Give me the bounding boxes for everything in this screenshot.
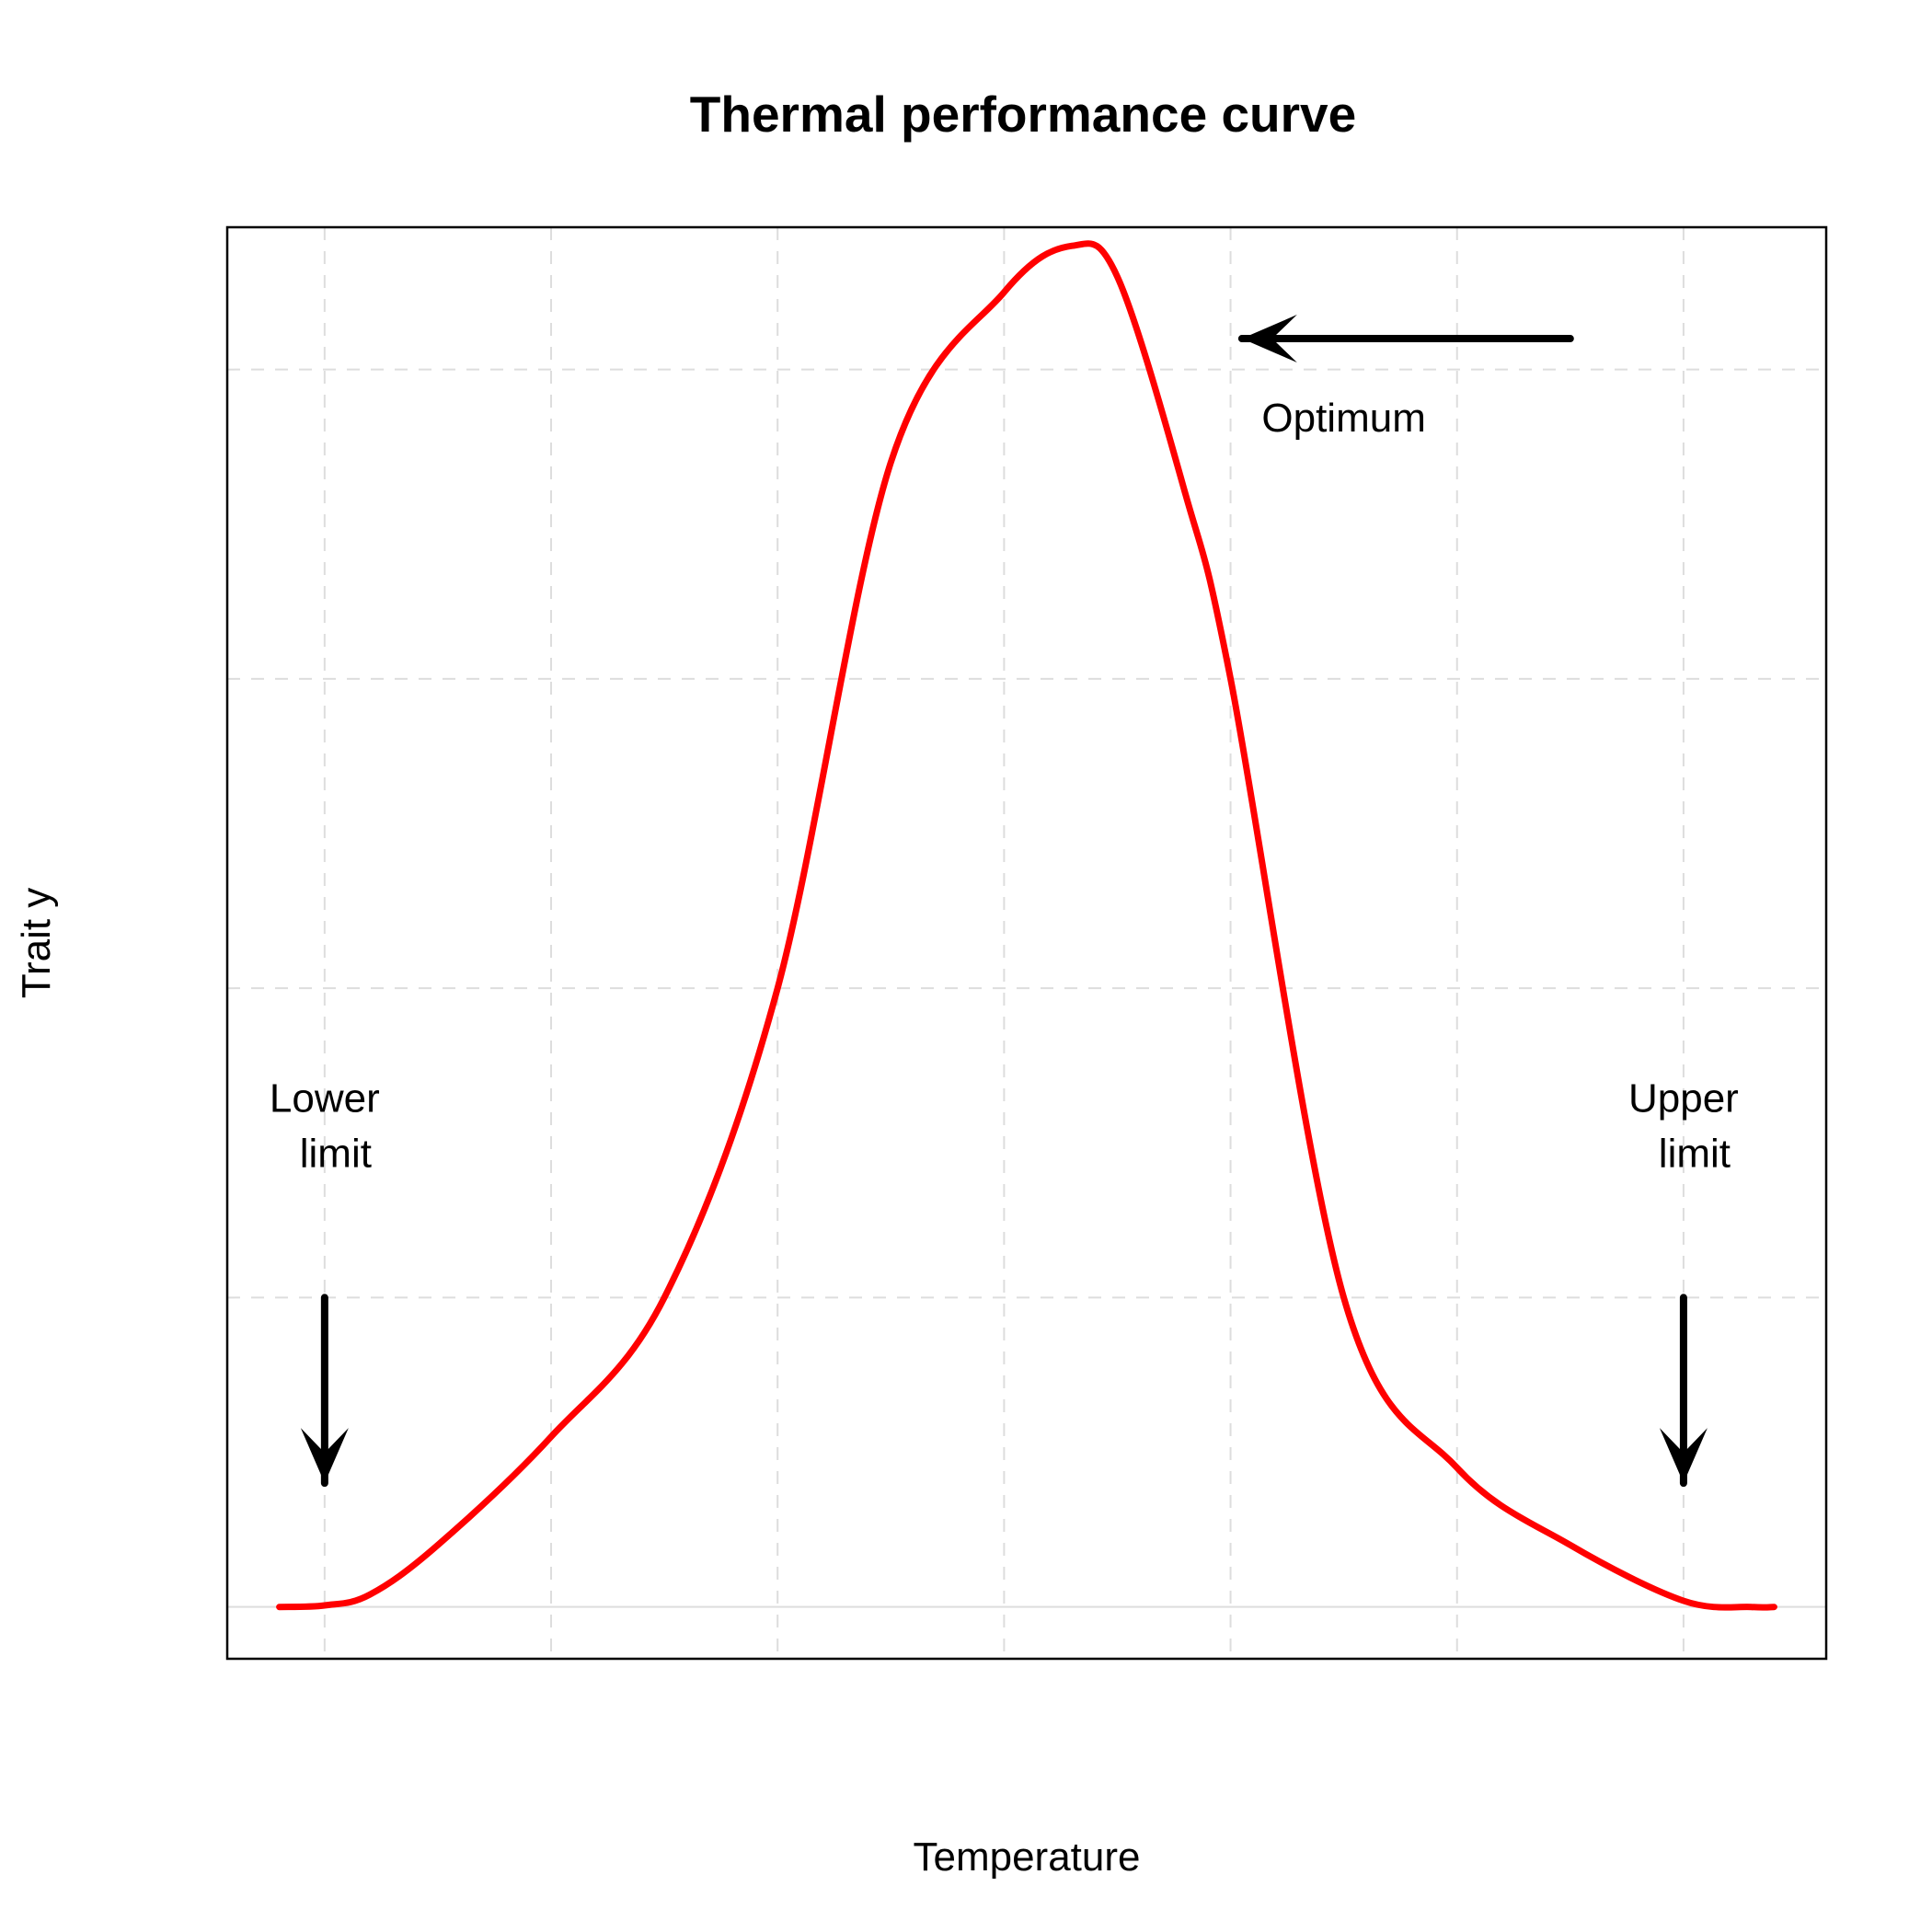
chart-title: Thermal performance curve [690, 86, 1356, 143]
annotation-label: Lower limit [270, 1076, 380, 1177]
arrow-head [1659, 1428, 1708, 1484]
annotation-layer: Optimum Lower limit Upper limit [270, 315, 1739, 1488]
curve-layer [276, 240, 1777, 1611]
annotation-label-line: limit [300, 1132, 372, 1177]
annotation-label-line: Optimum [1261, 396, 1425, 441]
performance-curve [276, 240, 1777, 1611]
annotation-label-line: limit [1659, 1132, 1731, 1177]
annotation-label: Upper limit [1628, 1076, 1739, 1177]
x-axis-label: Temperature [913, 1834, 1140, 1880]
arrow-head [1241, 315, 1297, 363]
y-axis-label: Trait y [14, 888, 59, 999]
annotation-label-line: Upper [1628, 1076, 1739, 1121]
plot-border [225, 225, 1828, 1661]
annotation-label-line: Lower [270, 1076, 380, 1121]
arrow-head [300, 1428, 349, 1484]
annotation-label: Optimum [1261, 396, 1425, 441]
grid [227, 227, 1826, 1659]
